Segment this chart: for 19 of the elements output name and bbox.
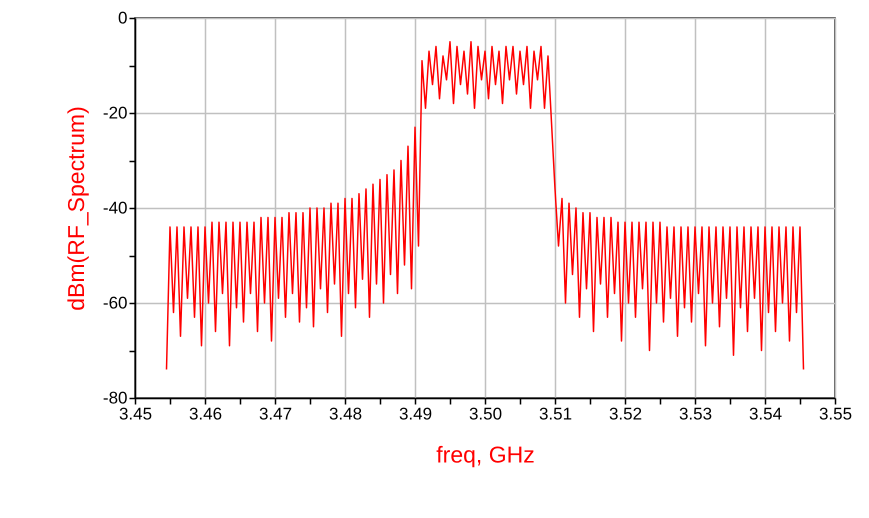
x-tick-label: 3.47 [258,404,292,424]
x-tick-label: 3.51 [538,404,572,424]
x-tick-label: 3.53 [678,404,712,424]
x-tick-label: 3.52 [608,404,642,424]
y-tick-label: -80 [102,388,128,408]
y-tick-label: -40 [102,198,128,218]
x-axis-title: freq, GHz [436,442,535,468]
x-tick-label: 3.55 [818,404,852,424]
line-series [166,41,804,370]
x-tick-label: 3.54 [748,404,782,424]
y-tick-label: -20 [102,104,128,122]
x-tick-label: 3.46 [188,404,222,424]
y-axis-title: dBm(RF_Spectrum) [62,106,89,311]
y-tick-label: 0 [118,8,128,28]
x-tick-label: 3.50 [468,404,502,424]
x-tick-label: 3.49 [398,404,432,424]
y-tick-label: -60 [102,294,128,312]
x-tick-label: 3.48 [328,404,362,424]
x-tick-label: 3.45 [118,404,152,424]
